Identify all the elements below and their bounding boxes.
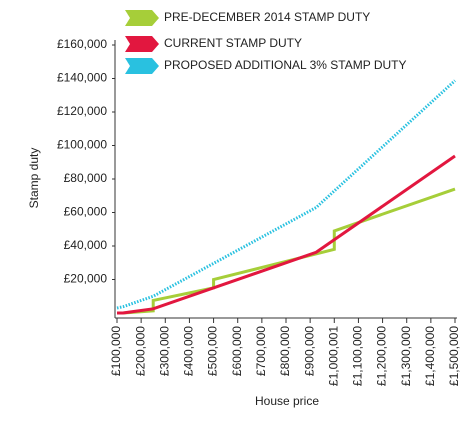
legend-swatch — [125, 36, 159, 52]
x-tick-label: £900,000 — [302, 326, 316, 376]
x-tick-label: £600,000 — [230, 326, 244, 376]
legend-label: PRE-DECEMBER 2014 STAMP DUTY — [164, 10, 370, 24]
y-tick-label: £60,000 — [64, 205, 108, 219]
legend-swatch — [125, 10, 159, 26]
x-tick-label: £1,300,000 — [399, 326, 413, 386]
x-tick-label: £1,500,000 — [447, 326, 461, 386]
legend-swatch — [125, 58, 159, 74]
y-tick-label: £40,000 — [64, 238, 108, 252]
series-line — [117, 154, 456, 315]
x-tick-label: £200,000 — [133, 326, 147, 376]
y-tick-label: £100,000 — [57, 138, 107, 152]
y-axis-title: Stamp duty — [27, 148, 41, 209]
x-tick-label: £1,100,000 — [351, 326, 365, 386]
x-tick-label: £500,000 — [206, 326, 220, 376]
x-tick-label: £1,000,001 — [326, 326, 340, 386]
x-tick-label: £1,400,000 — [423, 326, 437, 386]
x-tick-label: £800,000 — [278, 326, 292, 376]
legend-label: PROPOSED ADDITIONAL 3% STAMP DUTY — [164, 58, 407, 72]
y-tick-label: £120,000 — [57, 104, 107, 118]
x-tick-label: £1,200,000 — [375, 326, 389, 386]
legend-label: CURRENT STAMP DUTY — [164, 36, 302, 50]
y-tick-label: £20,000 — [64, 272, 108, 286]
series-line — [116, 79, 457, 310]
y-tick-label: £80,000 — [64, 171, 108, 185]
x-tick-label: £400,000 — [182, 326, 196, 376]
series-line — [117, 187, 456, 315]
y-tick-label: £140,000 — [57, 71, 107, 85]
x-axis-title: House price — [255, 394, 319, 408]
x-tick-label: £100,000 — [109, 326, 123, 376]
x-tick-label: £700,000 — [254, 326, 268, 376]
x-tick-label: £300,000 — [157, 326, 171, 376]
y-tick-label: £160,000 — [57, 37, 107, 51]
